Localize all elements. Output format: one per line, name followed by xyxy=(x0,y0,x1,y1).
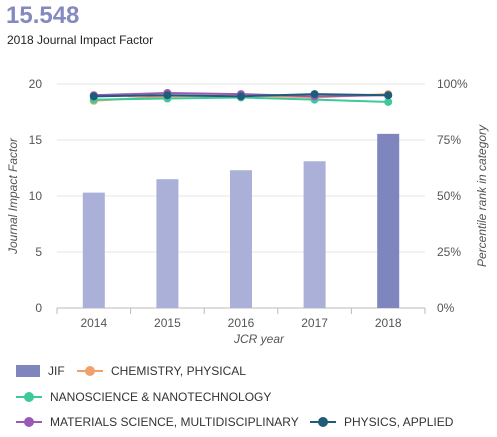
legend-line-swatch xyxy=(16,391,42,403)
jif-bar xyxy=(156,179,179,308)
percentile-lines xyxy=(89,88,393,106)
right-tick-label: 0% xyxy=(437,301,455,315)
right-tick-label: 25% xyxy=(437,245,461,259)
legend-physics-applied[interactable]: PHYSICS, APPLIED xyxy=(310,415,453,429)
impact-factor-value: 15.548 xyxy=(6,2,80,29)
x-tick-label: 2015 xyxy=(154,316,181,330)
x-tick-label: 2014 xyxy=(80,316,107,330)
right-tick-label: 100% xyxy=(437,77,468,91)
x-tick-label: 2018 xyxy=(375,316,402,330)
x-tick-label: 2017 xyxy=(301,316,328,330)
series-point xyxy=(384,97,393,106)
legend-nanoscience[interactable]: NANOSCIENCE & NANOTECHNOLOGY xyxy=(16,390,271,404)
right-tick-label: 50% xyxy=(437,189,461,203)
legend-line-swatch xyxy=(77,365,103,377)
jif-bar xyxy=(377,133,400,308)
left-tick-label: 0 xyxy=(35,301,42,315)
left-tick-label: 10 xyxy=(29,189,43,203)
legend-jif[interactable]: JIF xyxy=(16,364,65,378)
legend-line-swatch xyxy=(16,416,42,428)
left-axis-label: Journal Impact Factor xyxy=(6,137,20,255)
legend-label: MATERIALS SCIENCE, MULTIDISCIPLINARY xyxy=(50,415,299,429)
right-tick-label: 75% xyxy=(437,133,461,147)
series-point xyxy=(310,90,319,99)
left-tick-label: 5 xyxy=(35,245,42,259)
legend-label: CHEMISTRY, PHYSICAL xyxy=(111,364,246,378)
left-tick-label: 20 xyxy=(29,77,43,91)
impact-factor-label: 2018 Journal Impact Factor xyxy=(7,33,154,47)
legend-materials-science[interactable]: MATERIALS SCIENCE, MULTIDISCIPLINARY xyxy=(16,415,299,429)
jif-bar xyxy=(303,161,326,308)
jif-bar xyxy=(230,170,252,308)
x-axis-label: JCR year xyxy=(233,332,285,346)
left-tick-label: 15 xyxy=(29,133,43,147)
x-tick-label: 2016 xyxy=(228,316,255,330)
series-point xyxy=(163,91,172,100)
legend-label: JIF xyxy=(48,364,65,378)
series-point xyxy=(237,92,245,101)
legend-label: NANOSCIENCE & NANOTECHNOLOGY xyxy=(50,390,272,404)
legend-line-swatch xyxy=(310,416,336,428)
legend-label: PHYSICS, APPLIED xyxy=(344,415,454,429)
axis-ticks: 0 0% 5 25% 10 50% 15 75% 20 100% 2014 2015 2016 2017 2… xyxy=(29,77,468,330)
series-point xyxy=(89,92,98,101)
series-point xyxy=(384,91,393,100)
jif-bars xyxy=(82,133,400,308)
right-axis-label: Percentile rank in category xyxy=(475,124,489,267)
legend-bar-swatch xyxy=(16,365,40,377)
jif-bar xyxy=(82,192,105,308)
legend-chemistry-physical[interactable]: CHEMISTRY, PHYSICAL xyxy=(77,364,246,378)
